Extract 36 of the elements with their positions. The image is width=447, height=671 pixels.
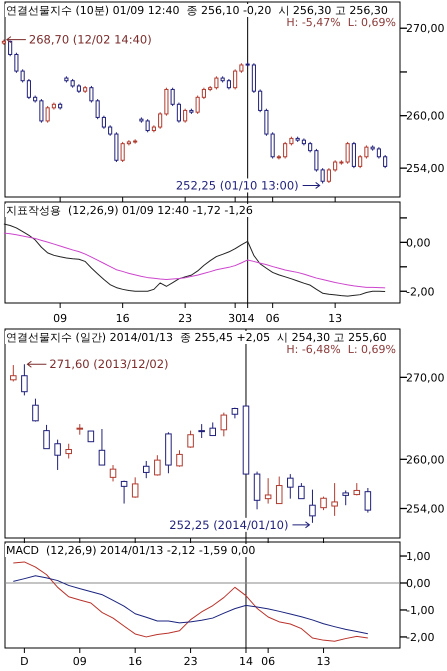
x-tick-label: D [20, 655, 29, 668]
y-tick-label: 254,00 [406, 162, 444, 176]
x-tick-label: 16 [116, 312, 130, 325]
x-tick-label: 06 [261, 655, 276, 668]
x-tick-label: 14 [238, 655, 253, 668]
annotation: 252,25 (2014/01/10) [169, 518, 288, 532]
chart-title: MACD (12,26,9) 2014/01/13 -2,12 -1,59 0,00 [6, 544, 256, 557]
y-tick-label: -2,00 [406, 630, 434, 644]
annotation: 268,70 (12/02 14:40) [28, 32, 152, 47]
y-tick-label: 0,00 [406, 236, 430, 250]
x-tick-label: 09 [53, 312, 68, 325]
y-tick-label: 1,00 [406, 550, 430, 564]
chart-title: 지표작성용 (12,26,9) 01/09 12:40 -1,72 -1,26 [6, 204, 253, 217]
y-tick-label: 254,00 [406, 502, 444, 516]
x-tick-label: 16 [128, 655, 142, 668]
chart-title: 연결선물지수 (일간) 2014/01/13 종 255,45 +2,05 시 254,30 고 255,60 [6, 331, 387, 344]
text: H: -5,47% L: 0,69% [286, 16, 396, 29]
annotation: 271,60 (2013/12/02) [49, 357, 169, 372]
y-tick-label: 270,00 [406, 371, 444, 384]
y-tick-label: 260,00 [406, 110, 444, 123]
chart-title: 연결선물지수 (10분) 01/09 12:40 종 256,10 -0,20 시 256,30 고 256,30 [6, 4, 388, 17]
y-tick-label: -2,00 [406, 285, 434, 298]
annotation: 252,25 (01/10 13:00) [176, 178, 299, 192]
x-tick-label: 13 [316, 655, 331, 668]
x-tick-label: 09 [72, 655, 87, 668]
x-tick-label: 23 [184, 655, 198, 668]
y-tick-label: 260,00 [406, 453, 444, 466]
x-tick-label: 23 [178, 312, 192, 325]
x-tick-label: 14 [240, 312, 255, 325]
y-tick-label: -1,00 [406, 604, 434, 617]
x-tick-label: 13 [328, 312, 342, 325]
x-tick-label: 06 [266, 312, 280, 325]
text: H: -6,48% L: 0,69% [286, 343, 396, 356]
y-tick-label: 270,00 [406, 22, 444, 36]
x-tick-label: 30 [228, 312, 242, 325]
y-tick-label: 0,00 [406, 576, 430, 590]
